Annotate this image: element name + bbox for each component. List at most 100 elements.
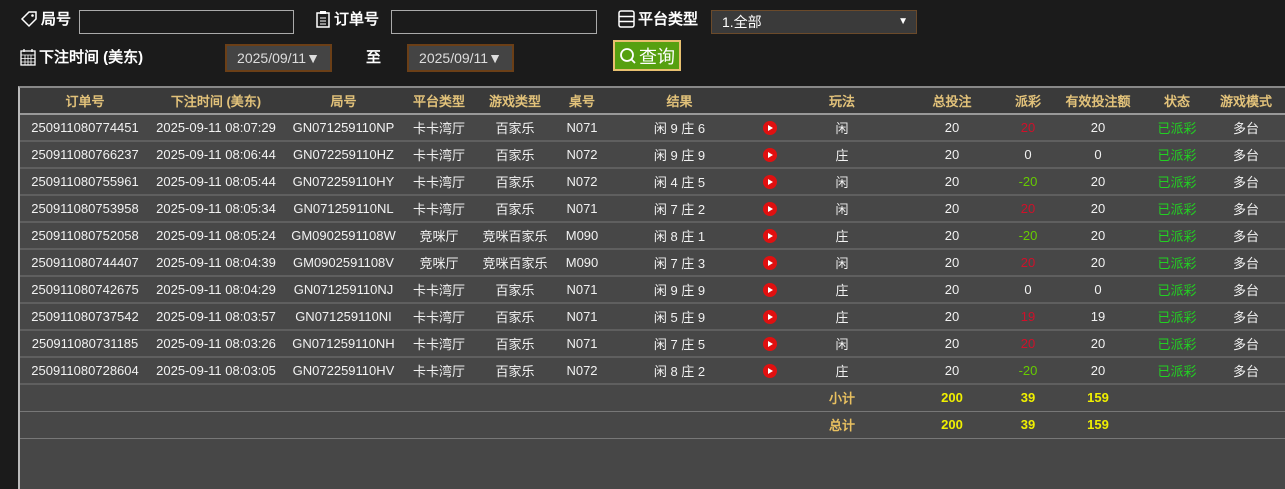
platform-cell: 卡卡湾厅 (405, 357, 473, 385)
empty-cell (473, 411, 557, 439)
payout-cell: 20 (1007, 249, 1049, 277)
replay-cell[interactable] (752, 276, 787, 304)
total-bet-cell: 20 (897, 249, 1007, 277)
column-header: 平台类型 (405, 88, 473, 115)
table-row[interactable]: 250911080728604 2025-09-11 08:03:05 GN0722… (20, 357, 1285, 385)
empty-cell (150, 411, 282, 439)
table-row[interactable]: 250911080744407 2025-09-11 08:04:39 GM0902… (20, 249, 1285, 277)
game-mode-cell: 多台 (1207, 141, 1285, 169)
play-video-icon[interactable] (762, 121, 777, 136)
total-bet-cell: 20 (897, 276, 1007, 304)
play-video-icon[interactable] (762, 364, 777, 379)
status-cell: 已派彩 (1147, 330, 1207, 358)
bet-time-cell: 2025-09-11 08:07:29 (150, 114, 282, 142)
play-video-icon[interactable] (762, 310, 777, 325)
platform-cell: 卡卡湾厅 (405, 195, 473, 223)
result-cell: 闲 7 庄 2 (607, 195, 752, 223)
valid-bet-cell: 20 (1049, 114, 1147, 142)
game-type-cell: 百家乐 (473, 141, 557, 169)
game-type-cell: 百家乐 (473, 357, 557, 385)
game-type-cell: 竞咪百家乐 (473, 222, 557, 250)
replay-cell[interactable] (752, 222, 787, 250)
round-id-cell: GN072259110HZ (282, 141, 405, 169)
replay-cell[interactable] (752, 141, 787, 169)
platform-cell: 卡卡湾厅 (405, 168, 473, 196)
valid-bet-cell: 20 (1049, 222, 1147, 250)
table-no-cell: N071 (557, 195, 607, 223)
play-video-icon[interactable] (762, 202, 777, 217)
table-no-cell: M090 (557, 222, 607, 250)
orders-table: 订单号 下注时间 (美东) 局号 平台类型 游戏类型 桌号 结果 玩法 总投注 派彩 有效投注额 状态… (18, 86, 1285, 489)
replay-cell[interactable] (752, 195, 787, 223)
total-bet-cell: 20 (897, 168, 1007, 196)
round-id-cell: GN072259110HY (282, 168, 405, 196)
chevron-down-icon: ▼ (898, 16, 908, 27)
total-bet-cell: 20 (897, 357, 1007, 385)
play-video-icon[interactable] (762, 283, 777, 298)
round-id-cell: GN071259110NP (282, 114, 405, 142)
total-total-bet: 200 (897, 411, 1007, 439)
total-bet-cell: 20 (897, 303, 1007, 331)
replay-cell[interactable] (752, 357, 787, 385)
payout-cell: 19 (1007, 303, 1049, 331)
result-cell: 闲 8 庄 2 (607, 357, 752, 385)
table-no-cell: M090 (557, 249, 607, 277)
empty-cell (1147, 411, 1207, 439)
table-row[interactable]: 250911080755961 2025-09-11 08:05:44 GN0722… (20, 168, 1285, 196)
payout-cell: -20 (1007, 357, 1049, 385)
play-video-icon[interactable] (762, 256, 777, 271)
table-row[interactable]: 250911080731185 2025-09-11 08:03:26 GN0712… (20, 330, 1285, 358)
table-no-cell: N072 (557, 168, 607, 196)
play-video-icon[interactable] (762, 148, 777, 163)
bet-time-cell: 2025-09-11 08:05:34 (150, 195, 282, 223)
calendar-icon (20, 48, 36, 66)
bet-type-cell: 闲 (787, 114, 897, 142)
date-to-picker[interactable]: 2025/09/11▼ (407, 44, 514, 72)
order-id-cell: 250911080728604 (20, 357, 150, 385)
round-id-cell: GN071259110NH (282, 330, 405, 358)
platform-select[interactable]: 1.全部 ▼ (711, 10, 917, 34)
table-row[interactable]: 250911080752058 2025-09-11 08:05:24 GM0902… (20, 222, 1285, 250)
column-header: 有效投注额 (1049, 88, 1147, 115)
bet-time-cell: 2025-09-11 08:04:29 (150, 276, 282, 304)
result-cell: 闲 9 庄 9 (607, 141, 752, 169)
valid-bet-cell: 19 (1049, 303, 1147, 331)
status-cell: 已派彩 (1147, 249, 1207, 277)
replay-cell[interactable] (752, 168, 787, 196)
table-row[interactable]: 250911080753958 2025-09-11 08:05:34 GN0712… (20, 195, 1285, 223)
date-from-picker[interactable]: 2025/09/11▼ (225, 44, 332, 72)
replay-cell[interactable] (752, 303, 787, 331)
query-button[interactable]: 查询 (613, 40, 681, 71)
empty-cell (20, 411, 150, 439)
round-input[interactable] (79, 10, 294, 34)
result-cell: 闲 9 庄 9 (607, 276, 752, 304)
column-header: 桌号 (557, 88, 607, 115)
replay-cell[interactable] (752, 249, 787, 277)
play-video-icon[interactable] (762, 337, 777, 352)
replay-cell[interactable] (752, 114, 787, 142)
table-no-cell: N071 (557, 114, 607, 142)
empty-cell (1147, 384, 1207, 412)
order-id-cell: 250911080744407 (20, 249, 150, 277)
empty-cell (282, 411, 405, 439)
order-input[interactable] (391, 10, 597, 34)
empty-cell (1207, 411, 1285, 439)
table-row[interactable]: 250911080774451 2025-09-11 08:07:29 GN0712… (20, 114, 1285, 142)
empty-cell (405, 411, 473, 439)
round-id-cell: GN071259110NJ (282, 276, 405, 304)
valid-bet-cell: 20 (1049, 168, 1147, 196)
status-cell: 已派彩 (1147, 303, 1207, 331)
play-video-icon[interactable] (762, 175, 777, 190)
total-bet-cell: 20 (897, 114, 1007, 142)
table-row[interactable]: 250911080766237 2025-09-11 08:06:44 GN0722… (20, 141, 1285, 169)
table-no-cell: N072 (557, 141, 607, 169)
table-row[interactable]: 250911080737542 2025-09-11 08:03:57 GN0712… (20, 303, 1285, 331)
bet-type-cell: 闲 (787, 249, 897, 277)
result-cell: 闲 7 庄 5 (607, 330, 752, 358)
play-video-icon[interactable] (762, 229, 777, 244)
bet-time-cell: 2025-09-11 08:03:57 (150, 303, 282, 331)
replay-cell[interactable] (752, 330, 787, 358)
game-mode-cell: 多台 (1207, 357, 1285, 385)
table-row[interactable]: 250911080742675 2025-09-11 08:04:29 GN0712… (20, 276, 1285, 304)
order-id-cell: 250911080774451 (20, 114, 150, 142)
